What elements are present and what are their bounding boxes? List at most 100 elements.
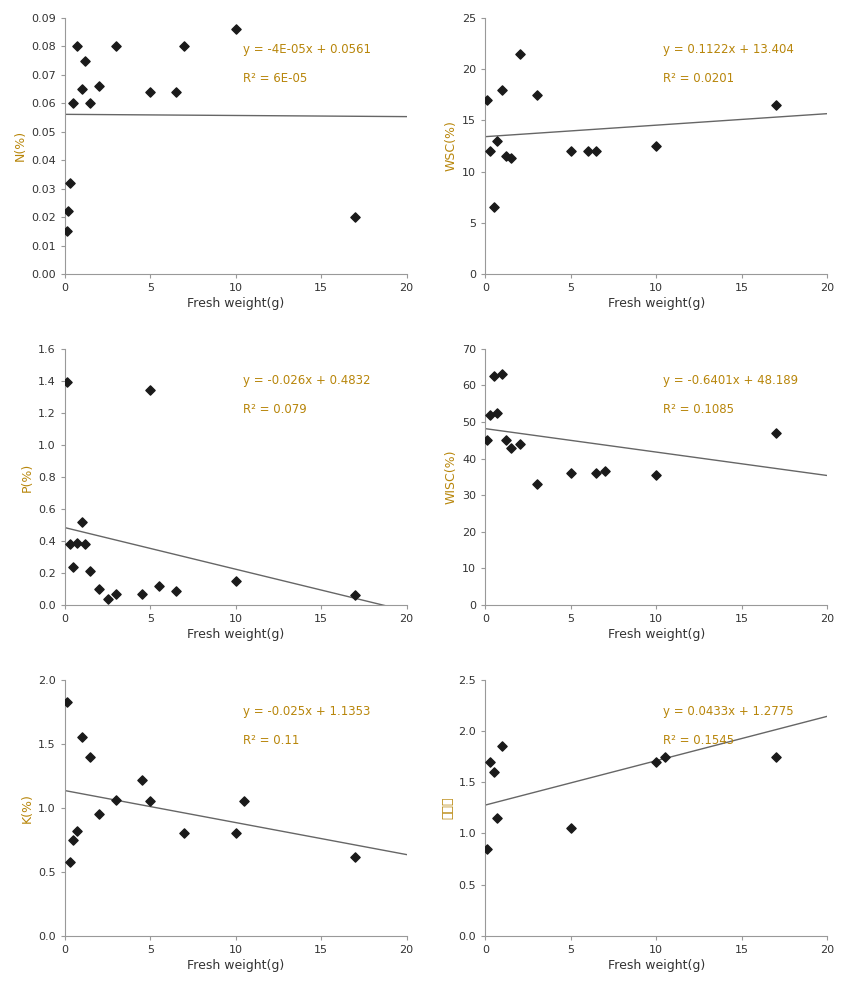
Text: y = -0.6401x + 48.189: y = -0.6401x + 48.189	[663, 375, 798, 387]
Text: R² = 0.11: R² = 0.11	[243, 734, 298, 746]
Point	[84, 748, 98, 764]
Y-axis label: WSC(%): WSC(%)	[445, 120, 458, 172]
Point	[658, 748, 672, 764]
Point	[152, 578, 165, 594]
Point	[169, 583, 182, 599]
Point	[61, 203, 75, 219]
Point	[63, 176, 76, 191]
Point	[79, 536, 92, 552]
Point	[75, 81, 89, 97]
Point	[769, 97, 783, 112]
Point	[650, 138, 663, 154]
Point	[349, 209, 362, 225]
Point	[499, 433, 513, 449]
Point	[67, 832, 81, 848]
Text: R² = 0.1545: R² = 0.1545	[663, 734, 734, 746]
Point	[143, 794, 157, 810]
Point	[229, 573, 243, 589]
Point	[769, 425, 783, 441]
Point	[237, 794, 251, 810]
Y-axis label: P(%): P(%)	[21, 462, 34, 492]
Point	[495, 739, 509, 754]
Point	[135, 772, 148, 788]
Text: y = -0.025x + 1.1353: y = -0.025x + 1.1353	[243, 705, 370, 719]
Point	[169, 84, 182, 100]
Point	[84, 563, 98, 579]
X-axis label: Fresh weight(g): Fresh weight(g)	[607, 297, 705, 311]
Point	[67, 96, 81, 111]
Point	[490, 810, 504, 826]
Text: y = 0.0433x + 1.2775: y = 0.0433x + 1.2775	[663, 705, 794, 719]
Point	[480, 433, 494, 449]
Point	[177, 825, 191, 841]
Point	[513, 436, 527, 452]
Point	[487, 764, 500, 780]
Point	[495, 82, 509, 98]
Point	[75, 730, 89, 745]
Point	[769, 748, 783, 764]
Point	[650, 467, 663, 483]
Point	[490, 405, 504, 421]
X-axis label: Fresh weight(g): Fresh weight(g)	[187, 628, 284, 641]
Point	[480, 841, 494, 857]
Point	[109, 38, 123, 54]
Point	[229, 825, 243, 841]
Y-axis label: K(%): K(%)	[21, 793, 34, 823]
Y-axis label: N(%): N(%)	[14, 130, 27, 162]
Point	[483, 143, 497, 159]
Point	[483, 407, 497, 423]
Point	[598, 463, 611, 479]
Point	[79, 52, 92, 68]
Text: y = -4E-05x + 0.0561: y = -4E-05x + 0.0561	[243, 43, 371, 56]
Point	[177, 38, 191, 54]
Point	[564, 820, 577, 836]
Point	[59, 694, 73, 710]
Y-axis label: WISC(%): WISC(%)	[445, 450, 458, 504]
Point	[92, 807, 106, 822]
Point	[483, 754, 497, 770]
Point	[63, 854, 76, 870]
Point	[101, 591, 114, 606]
X-axis label: Fresh weight(g): Fresh weight(g)	[187, 959, 284, 972]
Point	[513, 46, 527, 62]
Y-axis label: 사포닌: 사포닌	[442, 797, 455, 819]
Point	[92, 78, 106, 94]
Text: y = 0.1122x + 13.404: y = 0.1122x + 13.404	[663, 43, 794, 56]
Point	[135, 586, 148, 601]
X-axis label: Fresh weight(g): Fresh weight(g)	[187, 297, 284, 311]
Point	[589, 143, 603, 159]
Point	[84, 96, 98, 111]
Point	[143, 383, 157, 398]
Text: R² = 0.1085: R² = 0.1085	[663, 402, 734, 416]
Point	[505, 440, 518, 456]
Point	[349, 849, 362, 865]
Point	[349, 588, 362, 603]
Point	[70, 38, 84, 54]
Point	[581, 143, 594, 159]
Text: R² = 6E-05: R² = 6E-05	[243, 72, 307, 85]
X-axis label: Fresh weight(g): Fresh weight(g)	[607, 628, 705, 641]
Point	[499, 148, 513, 164]
Point	[487, 369, 500, 385]
X-axis label: Fresh weight(g): Fresh weight(g)	[607, 959, 705, 972]
Point	[495, 367, 509, 383]
Point	[70, 534, 84, 550]
Text: R² = 0.079: R² = 0.079	[243, 402, 306, 416]
Point	[564, 143, 577, 159]
Point	[67, 559, 81, 575]
Point	[143, 84, 157, 100]
Point	[530, 476, 544, 492]
Point	[480, 92, 494, 107]
Point	[229, 22, 243, 37]
Point	[59, 375, 73, 390]
Point	[70, 823, 84, 839]
Point	[589, 465, 603, 481]
Point	[109, 586, 123, 601]
Point	[92, 581, 106, 597]
Point	[75, 514, 89, 529]
Point	[487, 199, 500, 215]
Point	[109, 793, 123, 809]
Point	[564, 465, 577, 481]
Point	[530, 87, 544, 103]
Text: R² = 0.0201: R² = 0.0201	[663, 72, 734, 85]
